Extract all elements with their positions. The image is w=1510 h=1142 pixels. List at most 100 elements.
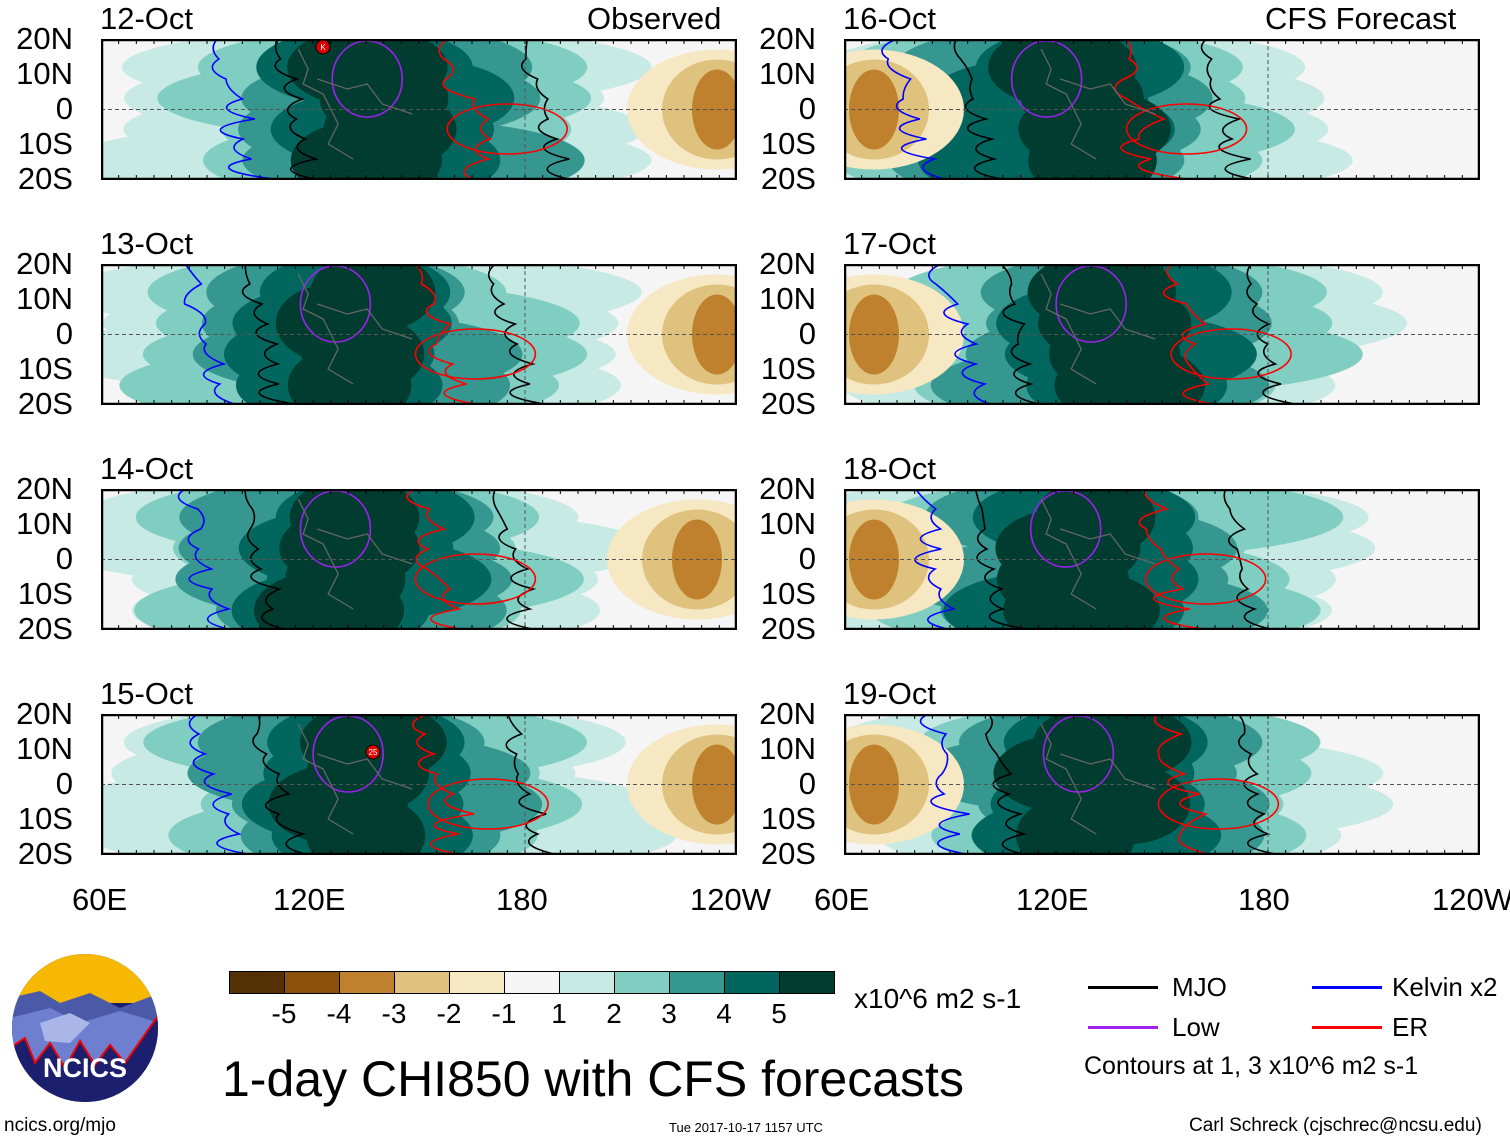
svg-text:25: 25 xyxy=(369,748,378,757)
coastline xyxy=(297,48,413,160)
y-tick-label: 0 xyxy=(798,316,816,351)
contour-line xyxy=(1153,714,1209,855)
contour-line xyxy=(505,714,555,855)
y-tick-label: 10N xyxy=(759,281,816,316)
legend-kelvin-line xyxy=(1312,986,1382,989)
coastline xyxy=(1040,48,1156,160)
chi850-shading xyxy=(287,345,412,405)
footer-url[interactable]: ncics.org/mjo xyxy=(4,1115,116,1136)
map-panel-19-Oct xyxy=(844,714,1480,855)
contours-note: Contours at 1, 3 x10^6 m2 s-1 xyxy=(1084,1052,1419,1080)
contour-line xyxy=(211,39,275,180)
y-tick-label: 10S xyxy=(760,351,816,386)
er-contour xyxy=(446,103,569,155)
y-tick-label: 10N xyxy=(759,731,816,766)
colorbar-label: -4 xyxy=(326,998,352,1029)
ncics-logo: NCICS xyxy=(10,953,160,1108)
observed-header: Observed xyxy=(587,1,722,36)
contour-line xyxy=(1138,489,1204,630)
legend-kelvin-label: Kelvin x2 xyxy=(1392,972,1498,1002)
y-tick-label: 20N xyxy=(16,471,73,506)
y-tick-label: 0 xyxy=(798,541,816,576)
contour-line xyxy=(411,714,475,855)
chi850-shading xyxy=(692,294,737,375)
y-tick-label: 20S xyxy=(17,161,73,196)
x-tick-60e-right: 60E xyxy=(814,882,870,917)
er-contour xyxy=(414,553,537,605)
x-tick-120w-right: 120W xyxy=(1432,882,1510,917)
panel-date-label: 17-Oct xyxy=(843,226,937,261)
colorbar-label: -5 xyxy=(271,998,297,1029)
panel-date-label: 16-Oct xyxy=(843,1,937,36)
colorbar-label: 1 xyxy=(551,998,567,1029)
contour-line xyxy=(881,39,945,180)
y-tick-label: 20N xyxy=(759,471,816,506)
contour-line xyxy=(914,489,957,630)
y-tick-label: 10N xyxy=(16,281,73,316)
colorbar-swatch xyxy=(394,971,450,994)
y-tick-label: 20N xyxy=(16,21,73,56)
legend-mjo-label: MJO xyxy=(1172,972,1227,1002)
chi850-shading xyxy=(1028,120,1157,180)
footer-timestamp: Tue 2017-10-17 1157 UTC xyxy=(669,1120,823,1135)
contour-line xyxy=(974,489,1026,630)
chi850-shading xyxy=(692,69,737,150)
colorbar-swatch xyxy=(284,971,340,994)
contour-line xyxy=(188,714,248,855)
chi850-shading xyxy=(290,120,443,180)
contour-line xyxy=(520,39,570,180)
y-tick-label: 20S xyxy=(17,386,73,421)
y-tick-label: 10S xyxy=(17,801,73,836)
contour-line xyxy=(487,264,545,405)
er-contour xyxy=(427,778,549,830)
panel-date-label: 15-Oct xyxy=(100,676,194,711)
x-tick-60e: 60E xyxy=(72,882,128,917)
legend-low-line xyxy=(1088,1026,1158,1029)
y-tick-label: 20N xyxy=(16,696,73,731)
coastline xyxy=(1040,273,1156,385)
y-tick-label: 20N xyxy=(759,246,816,281)
map-panel-17-Oct xyxy=(844,264,1480,405)
y-tick-label: 20S xyxy=(17,611,73,646)
chi850-shading xyxy=(692,744,737,825)
contour-line xyxy=(1200,39,1253,180)
y-tick-label: 20N xyxy=(16,246,73,281)
y-tick-label: 10S xyxy=(760,801,816,836)
colorbar-label: 2 xyxy=(606,998,622,1029)
chi850-shading xyxy=(306,795,426,855)
y-tick-label: 20S xyxy=(760,836,816,871)
colorbar-label: -2 xyxy=(436,998,462,1029)
er-contour xyxy=(414,328,537,380)
x-tick-180-right: 180 xyxy=(1238,882,1290,917)
contour-line xyxy=(414,264,476,405)
colorbar-label: 5 xyxy=(771,998,787,1029)
chi850-shading xyxy=(1054,345,1205,405)
x-tick-120w: 120W xyxy=(690,882,771,917)
legend-mjo-line xyxy=(1088,986,1158,989)
contour-line xyxy=(241,264,295,405)
colorbar-swatch xyxy=(339,971,395,994)
y-tick-label: 10N xyxy=(16,731,73,766)
colorbar-swatch xyxy=(229,971,285,994)
chi850-shading xyxy=(253,570,405,630)
map-panel-15-Oct: 25 xyxy=(101,714,737,855)
colorbar-swatch xyxy=(779,971,835,994)
y-tick-label: 10S xyxy=(760,576,816,611)
contour-line xyxy=(919,714,970,855)
y-tick-label: 10N xyxy=(759,56,816,91)
chi850-shading xyxy=(1016,795,1136,855)
er-contour xyxy=(1125,103,1248,155)
coastline xyxy=(297,498,413,610)
contour-line xyxy=(1246,264,1295,405)
y-tick-label: 10N xyxy=(16,56,73,91)
legend-low-label: Low xyxy=(1172,1012,1220,1042)
y-tick-label: 10S xyxy=(17,126,73,161)
y-tick-label: 0 xyxy=(55,316,73,351)
svg-text:K: K xyxy=(320,43,326,52)
y-tick-label: 20N xyxy=(759,21,816,56)
x-tick-120e-right: 120E xyxy=(1016,882,1089,917)
y-tick-label: 10N xyxy=(759,506,816,541)
coastline xyxy=(297,723,413,835)
er-contour xyxy=(1144,553,1267,605)
contour-line xyxy=(177,489,232,630)
